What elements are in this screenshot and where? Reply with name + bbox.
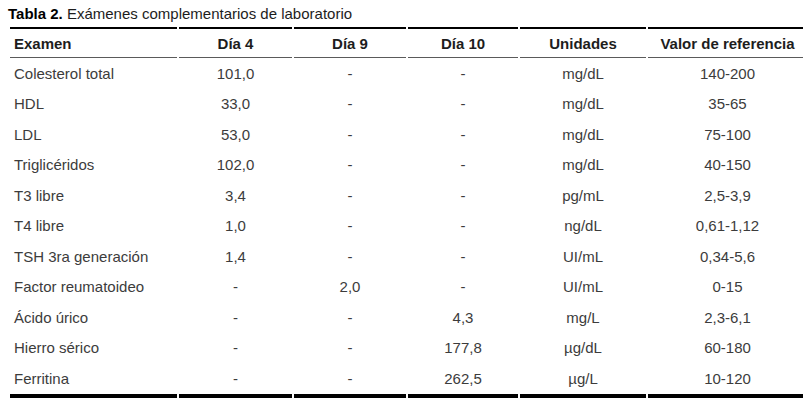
table-row-ferritina: Ferritina - - 262,5 µg/L 10-120 [10,363,803,398]
table-cell-unidades: mg/L [520,302,646,333]
table-cell-dia9: - [294,58,406,89]
table-cell-dia10: 4,3 [408,302,518,333]
table-cell-unidades: µg/L [520,363,646,398]
table-cell-examen: Triglicéridos [10,150,177,181]
table-row-t3-libre: T3 libre 3,4 - - pg/mL 2,5-3,9 [10,180,803,211]
table-cell-unidades: mg/dL [520,150,646,181]
table-cell-dia9: - [294,241,406,272]
table-cell-referencia: 0,34-5,6 [648,241,803,272]
table-cell-examen: Ferritina [10,363,177,398]
table-cell-dia4: 3,4 [179,180,292,211]
table-cell-dia10: 177,8 [408,333,518,364]
table-row-acido-urico: Ácido úrico - - 4,3 mg/L 2,3-6,1 [10,302,803,333]
table-cell-dia10: - [408,211,518,242]
table-cell-dia4: 101,0 [179,58,292,89]
table-row-tsh: TSH 3ra generación 1,4 - - UI/mL 0,34-5,… [10,241,803,272]
table-cell-dia10: - [408,89,518,120]
table-row-t4-libre: T4 libre 1,0 - - ng/dL 0,61-1,12 [10,211,803,242]
table-cell-referencia: 35-65 [648,89,803,120]
table-row-ldl: LDL 53,0 - - mg/dL 75-100 [10,119,803,150]
table-cell-dia4: - [179,363,292,398]
table-cell-dia9: - [294,333,406,364]
table-cell-dia4: - [179,302,292,333]
table-cell-unidades: ng/dL [520,211,646,242]
table-cell-examen: T4 libre [10,211,177,242]
table-cell-examen: HDL [10,89,177,120]
table-cell-referencia: 75-100 [648,119,803,150]
header-row: Examen Día 4 Día 9 Día 10 Unidades Valor… [10,27,803,58]
table-cell-examen: Factor reumatoideo [10,272,177,303]
column-header-dia4: Día 4 [179,27,292,58]
column-header-unidades: Unidades [520,27,646,58]
table-cell-unidades: mg/dL [520,119,646,150]
table-cell-unidades: mg/dL [520,89,646,120]
table-cell-referencia: 60-180 [648,333,803,364]
table-cell-referencia: 2,5-3,9 [648,180,803,211]
table-cell-referencia: 10-120 [648,363,803,398]
table-cell-dia10: - [408,180,518,211]
table-cell-dia4: 33,0 [179,89,292,120]
lab-results-table: Examen Día 4 Día 9 Día 10 Unidades Valor… [8,27,803,398]
column-header-valor-referencia: Valor de referencia [648,27,803,58]
table-cell-dia4: 1,4 [179,241,292,272]
table-cell-dia9: - [294,363,406,398]
table-cell-referencia: 140-200 [648,58,803,89]
table-cell-referencia: 2,3-6,1 [648,302,803,333]
table-cell-dia4: - [179,333,292,364]
table-cell-examen: Ácido úrico [10,302,177,333]
table-cell-unidades: UI/mL [520,241,646,272]
table-cell-examen: LDL [10,119,177,150]
table-cell-referencia: 0,61-1,12 [648,211,803,242]
table-cell-unidades: µg/dL [520,333,646,364]
table-cell-examen: T3 libre [10,180,177,211]
column-header-dia9: Día 9 [294,27,406,58]
table-row-trigliceridos: Triglicéridos 102,0 - - mg/dL 40-150 [10,150,803,181]
column-header-dia10: Día 10 [408,27,518,58]
page: Tabla 2. Exámenes complementarios de lab… [0,0,803,398]
column-header-examen: Examen [10,27,177,58]
table-cell-dia4: - [179,272,292,303]
table-cell-examen: TSH 3ra generación [10,241,177,272]
table-row-hierro-serico: Hierro sérico - - 177,8 µg/dL 60-180 [10,333,803,364]
table-cell-unidades: mg/dL [520,58,646,89]
table-cell-dia9: - [294,119,406,150]
table-cell-examen: Colesterol total [10,58,177,89]
table-row-colesterol-total: Colesterol total 101,0 - - mg/dL 140-200 [10,58,803,89]
caption-label: Tabla 2. [8,5,63,22]
table-cell-dia9: - [294,150,406,181]
table-cell-examen: Hierro sérico [10,333,177,364]
table-cell-dia4: 1,0 [179,211,292,242]
table-row-factor-reumatoideo: Factor reumatoideo - 2,0 - UI/mL 0-15 [10,272,803,303]
table-cell-referencia: 0-15 [648,272,803,303]
table-cell-dia10: 262,5 [408,363,518,398]
table-cell-dia9: - [294,302,406,333]
table-cell-dia4: 102,0 [179,150,292,181]
table-cell-dia9: - [294,180,406,211]
table-cell-dia10: - [408,241,518,272]
table-cell-dia10: - [408,119,518,150]
table-cell-dia9: - [294,211,406,242]
caption-text: Exámenes complementarios de laboratorio [67,5,352,22]
table-cell-unidades: UI/mL [520,272,646,303]
table-cell-dia10: - [408,58,518,89]
table-cell-referencia: 40-150 [648,150,803,181]
table-caption: Tabla 2. Exámenes complementarios de lab… [8,5,795,22]
table-row-hdl: HDL 33,0 - - mg/dL 35-65 [10,89,803,120]
table-cell-dia9: 2,0 [294,272,406,303]
table-cell-unidades: pg/mL [520,180,646,211]
table-cell-dia10: - [408,272,518,303]
table-cell-dia10: - [408,150,518,181]
table-cell-dia4: 53,0 [179,119,292,150]
table-cell-dia9: - [294,89,406,120]
